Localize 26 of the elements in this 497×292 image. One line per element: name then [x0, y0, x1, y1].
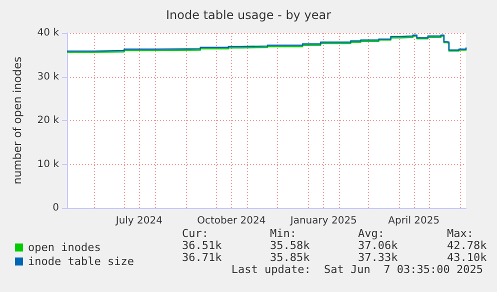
text: Min:: [270, 227, 296, 240]
chart-title: Inode table usage - by year: [166, 8, 332, 22]
y-tick-label: 10 k: [37, 158, 60, 170]
text: 36.51k: [182, 239, 222, 252]
text: Cur:: [182, 227, 208, 240]
y-tick-label: 20 k: [37, 115, 60, 126]
text: Last update: Sat Jun 7 03:35:00 2025: [231, 263, 484, 276]
text: 42.78k: [447, 239, 488, 252]
text: 35.85k: [270, 251, 310, 264]
text: 35.58k: [270, 239, 310, 252]
x-tick-label: October 2024: [197, 216, 266, 226]
text: 37.06k: [358, 239, 398, 252]
text: Avg:: [358, 227, 384, 240]
y-axis-title: number of open inodes: [11, 56, 24, 184]
y-tick-label: 40 k: [37, 28, 60, 38]
x-tick-label: January 2025: [289, 216, 357, 226]
text: 36.71k: [182, 251, 222, 264]
y-tick-label: 0: [52, 202, 59, 214]
x-tick-label: July 2024: [114, 216, 162, 226]
legend-label: open inodes: [28, 241, 101, 254]
text: Max:: [447, 227, 474, 240]
y-tick-label: 30 k: [37, 71, 60, 82]
text: 43.10k: [447, 251, 488, 264]
x-tick-label: April 2025: [388, 216, 440, 226]
text: 37.33k: [358, 251, 398, 264]
legend-label: inode table size: [28, 255, 134, 268]
